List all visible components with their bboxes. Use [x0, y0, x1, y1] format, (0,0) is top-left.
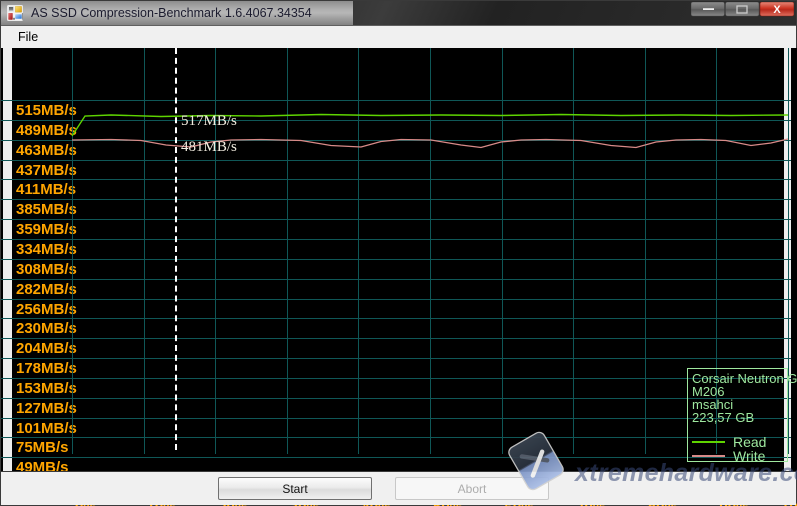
- svg-text:X: X: [773, 4, 781, 16]
